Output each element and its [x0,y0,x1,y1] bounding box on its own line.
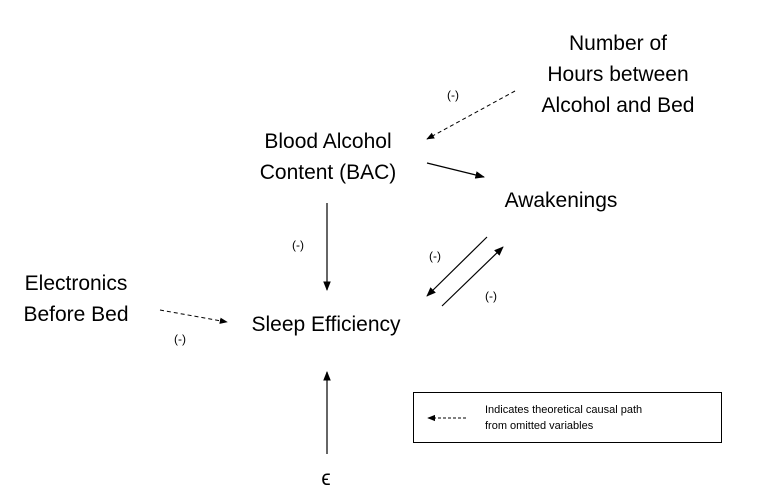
arrow-sleep-to-awakenings [441,246,504,307]
legend-line1: Indicates theoretical causal path [485,404,643,416]
node-hours-line1: Number of [568,32,668,55]
sign-bac-to-sleep: (-) [292,238,304,252]
node-hours-line2: Hours between [547,63,689,86]
node-electronics-line2: Before Bed [23,303,129,326]
node-electronics-line1: Electronics [24,272,128,295]
sign-awakenings-to-sleep: (-) [429,249,441,263]
sign-hours-to-bac: (-) [447,88,459,102]
node-electronics-before-bed: Electronics Before Bed [12,268,140,330]
legend-line2: from omitted variables [485,420,594,432]
node-hours-line3: Alcohol and Bed [541,94,695,117]
sign-sleep-to-awakenings: (-) [485,289,497,303]
node-bac-line2: Content (BAC) [259,161,397,184]
legend-box: Indicates theoretical causal path from o… [413,392,722,443]
arrow-electronics-to-sleep [159,309,228,324]
node-error-term: ϵ [321,467,331,490]
arrow-bac-to-awakenings [426,162,485,179]
node-bac-line1: Blood Alcohol [264,130,392,153]
sign-electronics-to-sleep: (-) [174,332,186,346]
node-hours-between-alcohol-and-bed: Number of Hours between Alcohol and Bed [530,28,706,121]
arrow-hours-to-bac [426,90,516,140]
node-bac: Blood Alcohol Content (BAC) [247,126,409,188]
node-sleep-efficiency: Sleep Efficiency [251,313,401,336]
node-awakenings: Awakenings [504,189,618,212]
arrow-awakenings-to-sleep [426,236,488,297]
legend-text: Indicates theoretical causal path from o… [485,402,642,434]
